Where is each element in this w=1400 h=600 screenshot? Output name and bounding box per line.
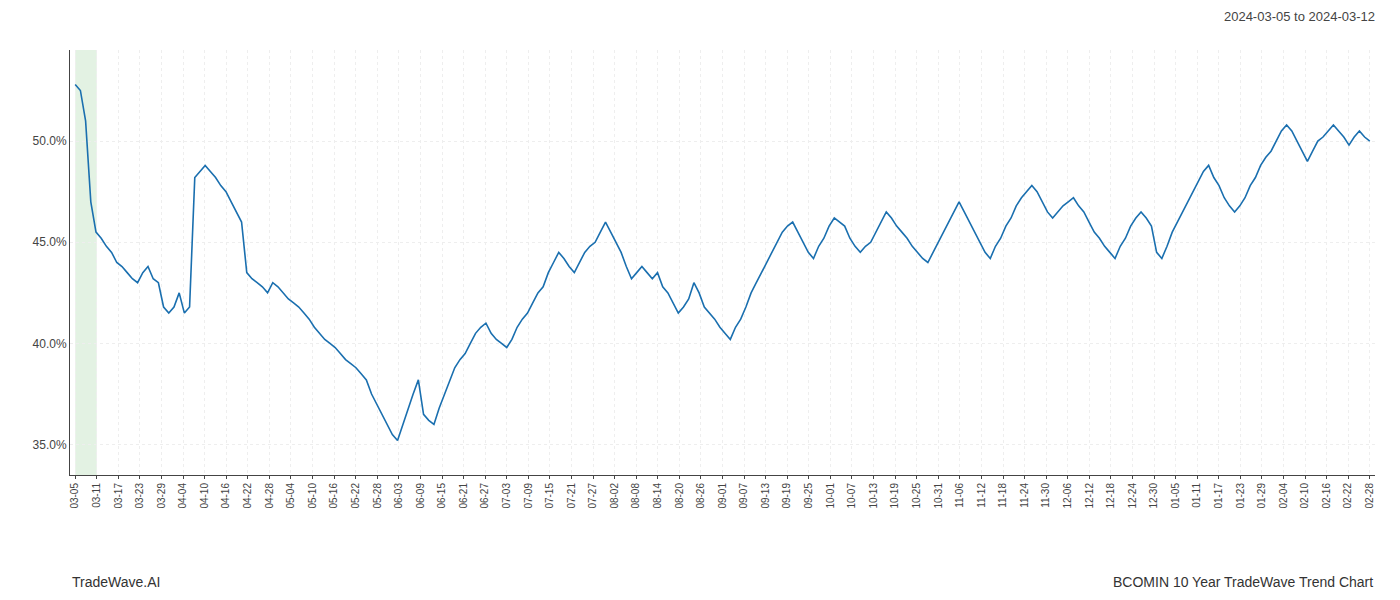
svg-text:09-19: 09-19	[781, 483, 792, 509]
svg-text:10-19: 10-19	[889, 483, 900, 509]
svg-text:11-18: 11-18	[997, 483, 1008, 508]
svg-text:03-29: 03-29	[156, 483, 167, 509]
svg-text:11-12: 11-12	[976, 483, 987, 508]
svg-text:01-29: 01-29	[1256, 483, 1267, 509]
svg-text:08-08: 08-08	[630, 483, 641, 509]
svg-text:45.0%: 45.0%	[33, 235, 67, 249]
svg-text:04-16: 04-16	[220, 483, 231, 509]
svg-text:2024-03-05 to 2024-03-12: 2024-03-05 to 2024-03-12	[1224, 9, 1375, 24]
svg-text:02-16: 02-16	[1321, 483, 1332, 509]
svg-text:03-17: 03-17	[113, 483, 124, 509]
svg-text:08-20: 08-20	[674, 483, 685, 509]
svg-text:06-09: 06-09	[415, 483, 426, 509]
svg-text:01-11: 01-11	[1191, 483, 1202, 508]
svg-text:10-31: 10-31	[933, 483, 944, 509]
svg-text:09-01: 09-01	[717, 483, 728, 509]
svg-text:08-26: 08-26	[695, 483, 706, 509]
svg-text:02-22: 02-22	[1342, 483, 1353, 509]
svg-text:04-22: 04-22	[242, 483, 253, 509]
svg-text:50.0%: 50.0%	[33, 134, 67, 148]
svg-text:07-03: 07-03	[501, 483, 512, 509]
svg-text:01-23: 01-23	[1235, 483, 1246, 509]
svg-text:12-06: 12-06	[1062, 483, 1073, 509]
svg-text:10-25: 10-25	[911, 483, 922, 509]
svg-text:07-27: 07-27	[587, 483, 598, 509]
svg-text:10-07: 10-07	[846, 483, 857, 509]
svg-text:06-15: 06-15	[436, 483, 447, 509]
svg-text:07-09: 07-09	[523, 483, 534, 509]
svg-text:01-17: 01-17	[1213, 483, 1224, 509]
svg-text:02-10: 02-10	[1299, 483, 1310, 509]
svg-text:11-30: 11-30	[1040, 483, 1051, 508]
svg-text:12-24: 12-24	[1127, 483, 1138, 509]
svg-text:07-21: 07-21	[566, 483, 577, 509]
svg-text:04-04: 04-04	[177, 483, 188, 509]
svg-text:05-04: 05-04	[285, 483, 296, 509]
svg-text:02-04: 02-04	[1278, 483, 1289, 509]
svg-text:02-28: 02-28	[1364, 483, 1375, 509]
svg-text:07-15: 07-15	[544, 483, 555, 509]
svg-text:05-16: 05-16	[328, 483, 339, 509]
svg-text:BCOMIN 10 Year TradeWave Trend: BCOMIN 10 Year TradeWave Trend Chart	[1113, 574, 1373, 590]
svg-text:03-05: 03-05	[69, 483, 80, 509]
svg-text:10-01: 10-01	[825, 483, 836, 509]
svg-text:40.0%: 40.0%	[33, 337, 67, 351]
svg-text:05-10: 05-10	[307, 483, 318, 509]
svg-text:09-13: 09-13	[760, 483, 771, 509]
svg-text:05-28: 05-28	[372, 483, 383, 509]
svg-text:11-24: 11-24	[1019, 483, 1030, 508]
svg-text:03-11: 03-11	[91, 483, 102, 508]
svg-text:12-12: 12-12	[1084, 483, 1095, 509]
svg-text:06-03: 06-03	[393, 483, 404, 509]
svg-text:08-02: 08-02	[609, 483, 620, 509]
svg-text:05-22: 05-22	[350, 483, 361, 509]
svg-text:09-25: 09-25	[803, 483, 814, 509]
svg-text:11-06: 11-06	[954, 483, 965, 508]
svg-text:06-21: 06-21	[458, 483, 469, 509]
svg-text:03-23: 03-23	[134, 483, 145, 509]
svg-text:TradeWave.AI: TradeWave.AI	[72, 574, 160, 590]
svg-text:12-18: 12-18	[1105, 483, 1116, 509]
svg-text:04-28: 04-28	[264, 483, 275, 509]
svg-text:12-30: 12-30	[1148, 483, 1159, 509]
svg-text:10-13: 10-13	[868, 483, 879, 509]
svg-text:08-14: 08-14	[652, 483, 663, 509]
svg-text:09-07: 09-07	[738, 483, 749, 509]
svg-text:04-10: 04-10	[199, 483, 210, 509]
svg-text:01-05: 01-05	[1170, 483, 1181, 509]
svg-text:35.0%: 35.0%	[33, 438, 67, 452]
svg-text:06-27: 06-27	[479, 483, 490, 509]
